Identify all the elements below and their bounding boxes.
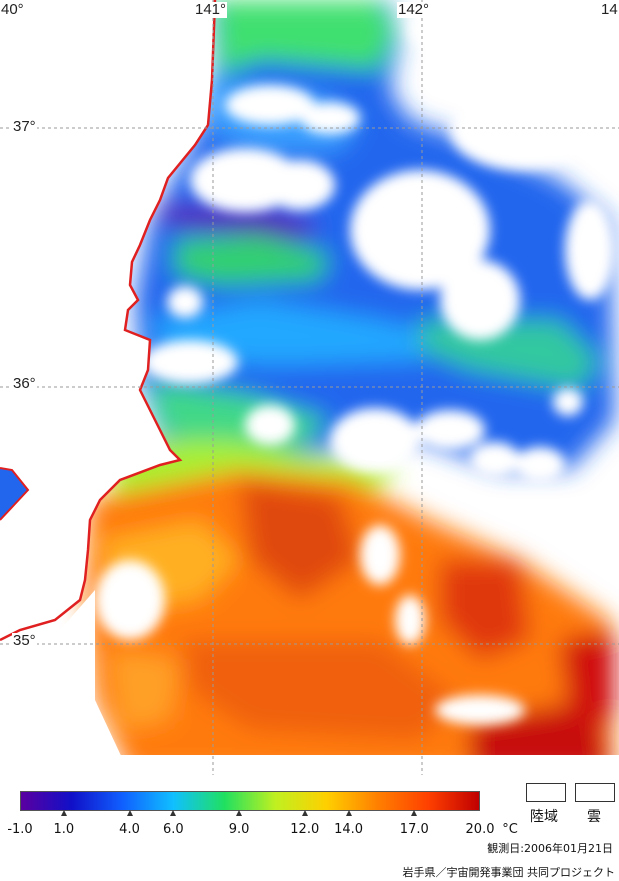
colorbar-tick-marker: [236, 810, 243, 816]
cloud-legend-swatch: [575, 783, 615, 802]
land-legend-swatch: [526, 783, 566, 802]
colorbar-tick-marker: [126, 810, 133, 816]
lat-label-37: 37°: [12, 118, 37, 135]
land-legend-label: 陸域: [530, 809, 558, 825]
observation-date: 観測日:2006年01月21日: [487, 842, 613, 855]
colorbar-tick-label: 20.0: [465, 822, 495, 837]
colorbar-tick-marker: [345, 810, 352, 816]
colorbar-tick-label: 17.0: [399, 822, 429, 837]
land-mask: [0, 0, 215, 640]
colorbar-unit: °C: [502, 822, 518, 837]
lon-label-143: 14: [600, 1, 619, 18]
colorbar-tick-marker: [411, 810, 418, 816]
temperature-field: [85, 0, 619, 775]
temperature-colorbar: [20, 791, 480, 811]
colorbar-tick-label: 6.0: [162, 822, 184, 837]
colorbar-tick-marker: [60, 810, 67, 816]
graticule: [0, 0, 619, 775]
sea-surface-temperature-map: [0, 0, 619, 775]
credit-line: 岩手県／宇宙開発事業団 共同プロジェクト: [402, 866, 616, 879]
lon-label-142: 142°: [397, 1, 431, 18]
colorbar-tick-label: -1.0: [7, 822, 33, 837]
cloud-legend-label: 雲: [587, 809, 601, 825]
colorbar-tick-marker: [301, 810, 308, 816]
colorbar-tick-label: 1.0: [53, 822, 75, 837]
lat-label-35: 35°: [12, 632, 37, 649]
coastline: [0, 0, 217, 642]
colorbar-tick-label: 12.0: [290, 822, 320, 837]
colorbar-tick-label: 4.0: [119, 822, 140, 837]
colorbar-tick-label: 14.0: [334, 822, 364, 837]
lon-label-141: 141°: [194, 1, 228, 18]
colorbar-tick-marker: [170, 810, 177, 816]
lat-label-36: 36°: [12, 375, 37, 392]
colorbar-tick-label: 9.0: [228, 822, 250, 837]
lon-label-140: 40°: [0, 1, 25, 18]
